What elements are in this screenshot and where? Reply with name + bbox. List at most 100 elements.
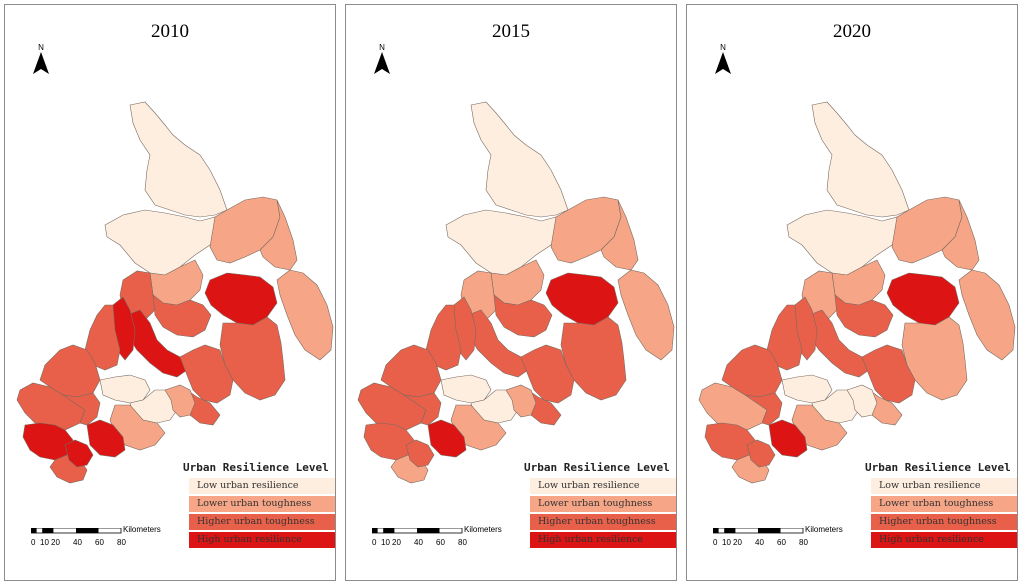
legend-label: Lower urban toughness [197, 498, 312, 509]
region-qionglai: Qionglai City [768, 419, 808, 458]
region-zitong: Zitong County [600, 199, 639, 271]
legend-item-higher: Higher urban toughness [189, 514, 335, 531]
region-pixian: Pixian District [99, 374, 151, 404]
region-chongzhou: Chongzhou City [744, 392, 783, 426]
scale-tick: 60 [95, 538, 104, 547]
legend-label: High urban resilience [197, 534, 302, 545]
legend-label: Lower urban toughness [879, 498, 994, 509]
region-pingxiang: Pingxiang County [129, 101, 228, 218]
region-shifang: Shifang City [84, 304, 121, 371]
scale-unit: Kilometers [464, 525, 502, 534]
region-chongzhou: Chongzhou City [62, 392, 101, 426]
legend-item-high: High urban resilience [871, 532, 1017, 549]
region-shifang: Shifang City [766, 304, 803, 371]
region-pixian: Pixian District [440, 374, 492, 404]
region-tianfu: Tianfu District [64, 439, 94, 468]
north-arrow-icon [33, 52, 49, 74]
legend-item-high: High urban resilience [189, 532, 335, 549]
region-bashan: Bashan Qiang Autonomous [104, 209, 221, 276]
legend-title: Urban Resilience Level [524, 461, 670, 474]
region-dujiangyan: Dujiangyan City [721, 344, 783, 398]
region-bashan: Bashan Qiang Autonomous [445, 209, 562, 276]
legend-label: Higher urban toughness [879, 516, 997, 527]
scale-bar: Kilometers 0 10 20 40 60 80 [31, 525, 191, 555]
panel-title: 2020 [833, 21, 871, 42]
region-qionglai: Qionglai City [427, 419, 467, 458]
scale-bar-graphic [31, 528, 122, 534]
legend-title: Urban Resilience Level [865, 461, 1011, 474]
legend-item-higher: Higher urban toughness [530, 514, 676, 531]
scale-tick: 60 [436, 538, 445, 547]
north-arrow-icon [715, 52, 731, 74]
north-arrow: N [372, 43, 392, 80]
scale-bar-graphic [713, 528, 804, 534]
scale-tick: 20 [733, 538, 742, 547]
region-dujiangyan: Dujiangyan City [380, 344, 442, 398]
scale-tick: 20 [51, 538, 60, 547]
legend-title: Urban Resilience Level [183, 461, 329, 474]
region-xiqiang: Xiqiang County [617, 269, 675, 361]
scale-bar-graphic [372, 528, 463, 534]
legend-label: High urban resilience [538, 534, 643, 545]
north-arrow-icon [374, 52, 390, 74]
scale-tick: 0 [31, 538, 36, 547]
legend: Urban Resilience Level Low urban resilie… [183, 461, 335, 550]
legend-item-lower: Lower urban toughness [871, 496, 1017, 513]
region-luojiang: Luojiang District [152, 294, 212, 338]
scale-tick: 80 [117, 538, 126, 547]
legend-label: Higher urban toughness [197, 516, 315, 527]
region-xiqiang: Xiqiang County [276, 269, 334, 361]
legend: Urban Resilience Level Low urban resilie… [865, 461, 1017, 550]
region-pixian: Pixian District [781, 374, 833, 404]
scale-unit: Kilometers [805, 525, 843, 534]
region-luojiang: Luojiang District [834, 294, 894, 338]
panel-title: 2015 [492, 21, 530, 42]
resilience-map: Pingxiang CountyBashan Qiang AutonomousN… [698, 101, 1016, 484]
region-zhongjiang: Zhongjiang County [520, 344, 575, 404]
legend-item-low: Low urban resilience [871, 478, 1017, 495]
legend-item-high: High urban resilience [530, 532, 676, 549]
scale-tick: 20 [392, 538, 401, 547]
region-tianfu: Tianfu District [746, 439, 776, 468]
panel-title: 2010 [151, 21, 189, 42]
legend-item-lower: Lower urban toughness [189, 496, 335, 513]
north-arrow: N [31, 43, 51, 80]
scale-tick: 10 [722, 538, 731, 547]
map-panel-2010: 2010 N Pingxiang CountyBashan Qiang Auto… [4, 4, 336, 581]
region-longquanyi: Longquanyi District [505, 384, 537, 418]
legend-item-low: Low urban resilience [189, 478, 335, 495]
scale-tick: 0 [372, 538, 377, 547]
scale-bar: Kilometers 0 10 20 40 60 80 [372, 525, 532, 555]
north-label: N [379, 43, 385, 52]
legend-item-low: Low urban resilience [530, 478, 676, 495]
region-qionglai: Qionglai City [86, 419, 126, 458]
scale-tick: 40 [73, 538, 82, 547]
scale-tick: 10 [381, 538, 390, 547]
legend-label: Lower urban toughness [538, 498, 653, 509]
resilience-map: Pingxiang CountyBashan Qiang AutonomousN… [357, 101, 675, 484]
scale-tick: 80 [458, 538, 467, 547]
region-zhongjiang: Zhongjiang County [861, 344, 916, 404]
legend-item-higher: Higher urban toughness [871, 514, 1017, 531]
map-panel-2015: 2015 N Pingxiang CountyBashan Qiang Auto… [345, 4, 677, 581]
region-xiqiang: Xiqiang County [958, 269, 1016, 361]
region-longquanyi: Longquanyi District [164, 384, 196, 418]
legend-item-lower: Lower urban toughness [530, 496, 676, 513]
region-tianfu: Tianfu District [405, 439, 435, 468]
region-zhongjiang: Zhongjiang County [179, 344, 234, 404]
region-pingxiang: Pingxiang County [470, 101, 569, 218]
north-arrow: N [713, 43, 733, 80]
scale-unit: Kilometers [123, 525, 161, 534]
map-panel-2020: 2020 N Pingxiang CountyBashan Qiang Auto… [686, 4, 1018, 581]
legend-label: Higher urban toughness [538, 516, 656, 527]
region-zitong: Zitong County [259, 199, 298, 271]
region-pingxiang: Pingxiang County [811, 101, 910, 218]
region-shifang: Shifang City [425, 304, 462, 371]
region-luojiang: Luojiang District [493, 294, 553, 338]
scale-bar: Kilometers 0 10 20 40 60 80 [713, 525, 873, 555]
scale-tick: 40 [755, 538, 764, 547]
scale-tick: 80 [799, 538, 808, 547]
region-zitong: Zitong County [941, 199, 980, 271]
scale-tick: 0 [713, 538, 718, 547]
north-label: N [720, 43, 726, 52]
